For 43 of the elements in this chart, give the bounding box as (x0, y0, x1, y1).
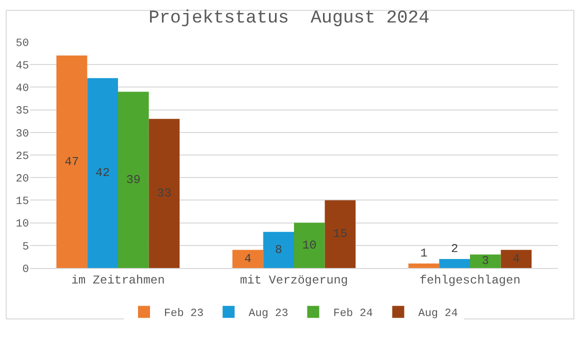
y-tick-label: 15 (16, 196, 29, 208)
data-label: 10 (302, 238, 317, 252)
data-label: 4 (512, 252, 520, 266)
data-label: 3 (482, 254, 489, 268)
bar (500, 250, 532, 268)
y-tick-label: 45 (16, 60, 29, 72)
bar (118, 92, 149, 268)
bar (56, 56, 88, 268)
y-tick-label: 10 (16, 218, 29, 231)
y-tick-label: 25 (16, 150, 29, 163)
y-tick-label: 20 (16, 173, 29, 186)
data-label: 47 (64, 154, 80, 169)
data-label: 2 (451, 242, 458, 256)
data-label: 8 (275, 242, 282, 257)
data-label: 15 (332, 227, 348, 242)
bar (294, 222, 325, 268)
bar (148, 118, 180, 268)
bar (87, 78, 118, 268)
x-tick-label: mit Verzögerung (240, 273, 348, 288)
legend-label: Aug 23 (248, 308, 288, 320)
x-tick-label: im Zeitrahmen (71, 273, 165, 288)
data-label: 42 (95, 166, 110, 180)
y-tick-label: 50 (16, 38, 29, 50)
bar (324, 200, 356, 268)
bar (470, 254, 501, 268)
bar (263, 232, 294, 268)
data-label: 39 (126, 172, 141, 187)
y-tick-label: 35 (16, 106, 29, 118)
x-tick-label: fehlgeschlagen (420, 273, 520, 288)
data-label: 4 (244, 252, 252, 266)
y-tick-label: 5 (22, 241, 29, 254)
chart-title: Projektstatus August 2024 (148, 8, 430, 29)
legend-label: Feb 23 (164, 308, 204, 320)
bar (439, 258, 470, 268)
y-tick-label: 0 (22, 264, 29, 276)
data-label: 33 (156, 186, 172, 200)
data-label: 1 (420, 246, 428, 260)
y-tick-label: 30 (16, 128, 29, 140)
legend-label: Feb 24 (333, 308, 374, 320)
legend-label: Aug 24 (418, 308, 458, 320)
y-tick-label: 40 (16, 83, 29, 96)
bar (232, 250, 264, 268)
bar (408, 263, 440, 268)
